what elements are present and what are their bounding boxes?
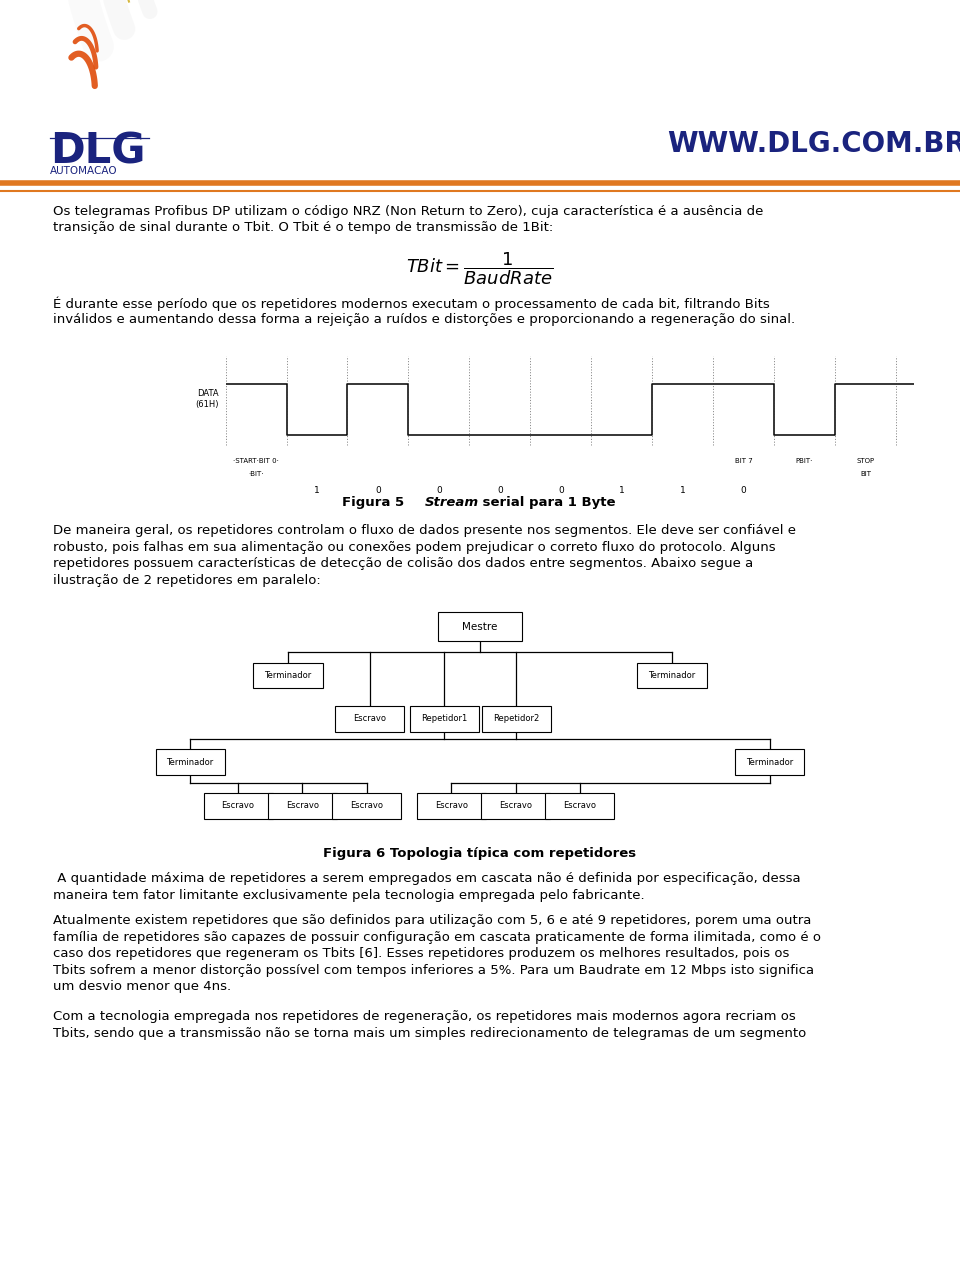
Text: BIT: BIT — [860, 471, 871, 477]
Text: Tbits, sendo que a transmissão não se torna mais um simples redirecionamento de : Tbits, sendo que a transmissão não se to… — [53, 1027, 806, 1040]
Text: um desvio menor que 4ns.: um desvio menor que 4ns. — [53, 980, 231, 993]
Text: Escravo: Escravo — [564, 801, 596, 811]
Text: AUTOMACAO: AUTOMACAO — [50, 166, 117, 177]
Text: Os telegramas Profibus DP utilizam o código NRZ (Non Return to Zero), cuja carac: Os telegramas Profibus DP utilizam o cód… — [53, 205, 763, 217]
Text: BIT 7: BIT 7 — [734, 458, 753, 464]
Text: Atualmente existem repetidores que são definidos para utilização com 5, 6 e até : Atualmente existem repetidores que são d… — [53, 914, 811, 927]
Text: 0: 0 — [558, 486, 564, 495]
FancyBboxPatch shape — [545, 793, 614, 819]
FancyBboxPatch shape — [253, 663, 323, 688]
FancyBboxPatch shape — [332, 793, 401, 819]
Text: 1: 1 — [619, 486, 625, 495]
Text: inválidos e aumentando dessa forma a rejeição a ruídos e distorções e proporcion: inválidos e aumentando dessa forma a rej… — [53, 313, 795, 326]
FancyBboxPatch shape — [735, 749, 804, 775]
Text: DLG: DLG — [50, 130, 145, 173]
FancyBboxPatch shape — [482, 706, 551, 732]
Text: transição de sinal durante o Tbit. O Tbit é o tempo de transmissão de 1Bit:: transição de sinal durante o Tbit. O Tbi… — [53, 221, 553, 234]
Text: Terminador: Terminador — [746, 757, 794, 767]
Text: Terminador: Terminador — [166, 757, 214, 767]
Text: 0: 0 — [497, 486, 503, 495]
Text: DATA
(61H): DATA (61H) — [196, 389, 219, 409]
FancyBboxPatch shape — [268, 793, 337, 819]
FancyBboxPatch shape — [335, 706, 404, 732]
Text: maneira tem fator limitante exclusivamente pela tecnologia empregada pelo fabric: maneira tem fator limitante exclusivamen… — [53, 889, 644, 902]
Text: repetidores possuem características de detecção de colisão dos dados entre segme: repetidores possuem características de d… — [53, 558, 753, 570]
Text: Stream: Stream — [425, 496, 479, 509]
Text: Tbits sofrem a menor distorção possível com tempos inferiores a 5%. Para um Baud: Tbits sofrem a menor distorção possível … — [53, 963, 814, 977]
Text: De maneira geral, os repetidores controlam o fluxo de dados presente nos segment: De maneira geral, os repetidores control… — [53, 524, 796, 537]
Text: Repetidor2: Repetidor2 — [493, 714, 540, 724]
Text: Repetidor1: Repetidor1 — [421, 714, 468, 724]
Text: Com a tecnologia empregada nos repetidores de regeneração, os repetidores mais m: Com a tecnologia empregada nos repetidor… — [53, 1010, 796, 1023]
Text: robusto, pois falhas em sua alimentação ou conexões podem prejudicar o correto f: robusto, pois falhas em sua alimentação … — [53, 541, 776, 554]
Text: Escravo: Escravo — [435, 801, 468, 811]
FancyBboxPatch shape — [417, 793, 486, 819]
Text: A quantidade máxima de repetidores a serem empregados em cascata não é definida : A quantidade máxima de repetidores a ser… — [53, 872, 801, 885]
Text: Mestre: Mestre — [463, 622, 497, 632]
Text: ·START·BIT 0·: ·START·BIT 0· — [233, 458, 279, 464]
Text: Escravo: Escravo — [350, 801, 383, 811]
Text: Escravo: Escravo — [353, 714, 386, 724]
Text: Escravo: Escravo — [499, 801, 532, 811]
FancyBboxPatch shape — [637, 663, 707, 688]
Text: serial para 1 Byte: serial para 1 Byte — [478, 496, 615, 509]
FancyBboxPatch shape — [156, 749, 225, 775]
Text: 0: 0 — [741, 486, 747, 495]
Text: caso dos repetidores que regeneram os Tbits [6]. Esses repetidores produzem os m: caso dos repetidores que regeneram os Tb… — [53, 948, 789, 961]
Text: WWW.DLG.COM.BR: WWW.DLG.COM.BR — [667, 130, 960, 159]
FancyBboxPatch shape — [481, 793, 550, 819]
Text: família de repetidores são capazes de possuir configuração em cascata praticamen: família de repetidores são capazes de po… — [53, 931, 821, 944]
Text: 0: 0 — [375, 486, 381, 495]
Text: É durante esse período que os repetidores modernos executam o processamento de c: É durante esse período que os repetidore… — [53, 297, 770, 311]
Text: Terminador: Terminador — [264, 670, 312, 680]
Text: Escravo: Escravo — [286, 801, 319, 811]
Text: ·BIT·: ·BIT· — [249, 471, 264, 477]
Text: Escravo: Escravo — [222, 801, 254, 811]
FancyBboxPatch shape — [438, 613, 522, 642]
Text: 1: 1 — [314, 486, 320, 495]
Text: 0: 0 — [436, 486, 442, 495]
Text: ilustração de 2 repetidores em paralelo:: ilustração de 2 repetidores em paralelo: — [53, 573, 321, 587]
FancyBboxPatch shape — [410, 706, 479, 732]
Text: 1: 1 — [680, 486, 685, 495]
FancyBboxPatch shape — [204, 793, 273, 819]
Text: PBIT·: PBIT· — [796, 458, 813, 464]
Text: Figura 5: Figura 5 — [342, 496, 409, 509]
Text: Figura 6 Topologia típica com repetidores: Figura 6 Topologia típica com repetidore… — [324, 847, 636, 859]
Text: STOP: STOP — [856, 458, 875, 464]
Text: $\mathit{TBit} = \dfrac{1}{\mathit{BaudRate}}$: $\mathit{TBit} = \dfrac{1}{\mathit{BaudR… — [406, 251, 554, 288]
Text: Terminador: Terminador — [648, 670, 696, 680]
